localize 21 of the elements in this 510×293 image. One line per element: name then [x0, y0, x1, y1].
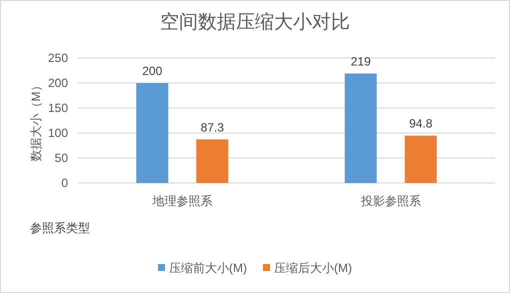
data-label: 94.8 — [409, 116, 433, 131]
data-label: 87.3 — [200, 120, 224, 134]
chart-title: 空间数据压缩大小对比 — [160, 11, 350, 33]
data-label: 200 — [142, 64, 163, 78]
x-tick-label: 投影参照系 — [360, 194, 421, 208]
legend-label: 压缩后大小(M) — [274, 261, 352, 275]
y-tick-label: 50 — [54, 151, 68, 165]
legend-label: 压缩前大小(M) — [169, 261, 247, 275]
data-label: 219 — [350, 54, 372, 68]
y-tick-label: 150 — [48, 101, 68, 115]
bar — [404, 136, 437, 183]
bar — [196, 139, 228, 183]
y-tick-label: 250 — [48, 51, 68, 65]
y-tick-label: 200 — [48, 76, 68, 90]
bar — [136, 83, 168, 183]
x-axis-title: 参照系类型 — [30, 221, 90, 235]
y-axis-title: 数据大小（M） — [29, 80, 43, 162]
bar — [344, 74, 377, 183]
x-tick-label: 地理参照系 — [151, 194, 212, 208]
y-tick-label: 100 — [48, 126, 68, 140]
y-tick-label: 0 — [61, 176, 68, 190]
